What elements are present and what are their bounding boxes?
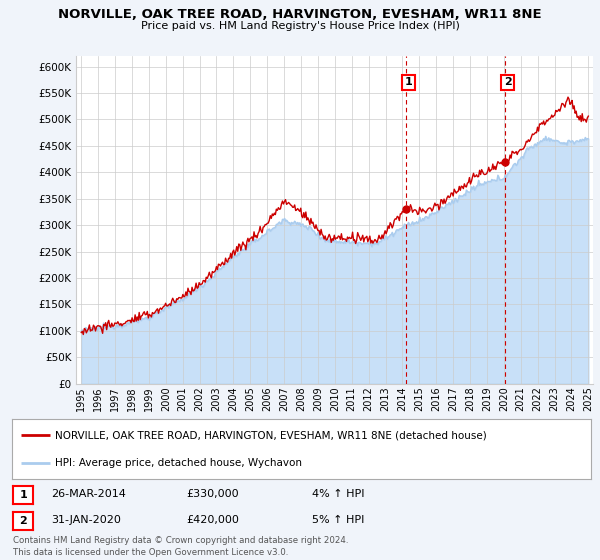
Text: 1: 1 (405, 77, 413, 87)
Text: £330,000: £330,000 (186, 489, 239, 499)
Text: 2: 2 (504, 77, 512, 87)
Text: NORVILLE, OAK TREE ROAD, HARVINGTON, EVESHAM, WR11 8NE (detached house): NORVILLE, OAK TREE ROAD, HARVINGTON, EVE… (55, 430, 487, 440)
Text: Contains HM Land Registry data © Crown copyright and database right 2024.
This d: Contains HM Land Registry data © Crown c… (13, 536, 349, 557)
Text: 5% ↑ HPI: 5% ↑ HPI (312, 515, 364, 525)
Text: 26-MAR-2014: 26-MAR-2014 (51, 489, 126, 499)
Text: 2: 2 (19, 516, 27, 526)
Text: 4% ↑ HPI: 4% ↑ HPI (312, 489, 365, 499)
Text: HPI: Average price, detached house, Wychavon: HPI: Average price, detached house, Wych… (55, 458, 302, 468)
Text: NORVILLE, OAK TREE ROAD, HARVINGTON, EVESHAM, WR11 8NE: NORVILLE, OAK TREE ROAD, HARVINGTON, EVE… (58, 8, 542, 21)
Text: Price paid vs. HM Land Registry's House Price Index (HPI): Price paid vs. HM Land Registry's House … (140, 21, 460, 31)
Text: £420,000: £420,000 (186, 515, 239, 525)
Text: 1: 1 (19, 490, 27, 500)
Text: 31-JAN-2020: 31-JAN-2020 (51, 515, 121, 525)
